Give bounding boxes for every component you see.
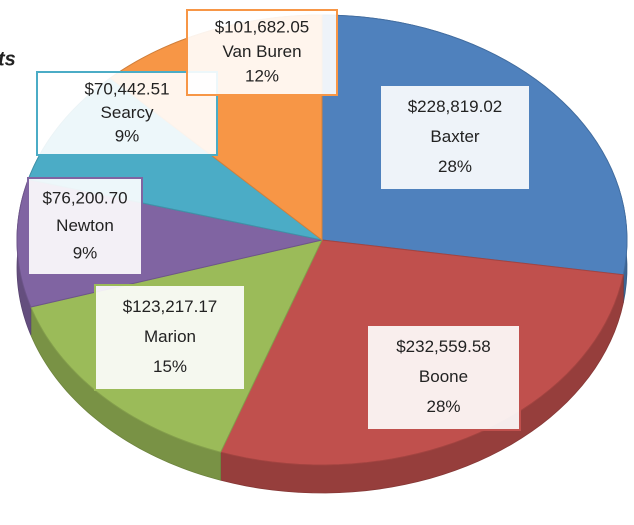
data-label-percent: 15%: [153, 357, 187, 376]
data-label-name: Searcy: [101, 103, 154, 122]
data-label-value: $228,819.02: [408, 97, 503, 116]
data-label-box: [379, 84, 531, 191]
data-label-box: [94, 284, 246, 391]
data-label-name: Newton: [56, 216, 114, 235]
data-label-value: $101,682.05: [215, 18, 310, 37]
data-label-name: Baxter: [430, 127, 479, 146]
data-label-value: $70,442.51: [84, 79, 169, 98]
data-label-percent: 28%: [438, 157, 472, 176]
data-label-value: $123,217.17: [123, 297, 218, 316]
data-label-percent: 9%: [115, 127, 140, 146]
data-label-name: Marion: [144, 327, 196, 346]
data-label-percent: 9%: [73, 244, 98, 263]
data-label-box: [186, 9, 338, 96]
data-label-name: Boone: [419, 367, 468, 386]
labels: $228,819.02 Baxter 28% $232,559.58 Boone 28% $…: [27, 9, 531, 431]
data-label-percent: 28%: [426, 397, 460, 416]
data-label-percent: 12%: [245, 66, 279, 85]
data-label-value: $76,200.70: [42, 188, 127, 207]
data-label-box: [27, 177, 143, 276]
data-label-value: $232,559.58: [396, 337, 491, 356]
data-label-name: Van Buren: [222, 42, 301, 61]
data-label-box: [366, 324, 521, 431]
chart-title: ts: [0, 48, 16, 70]
